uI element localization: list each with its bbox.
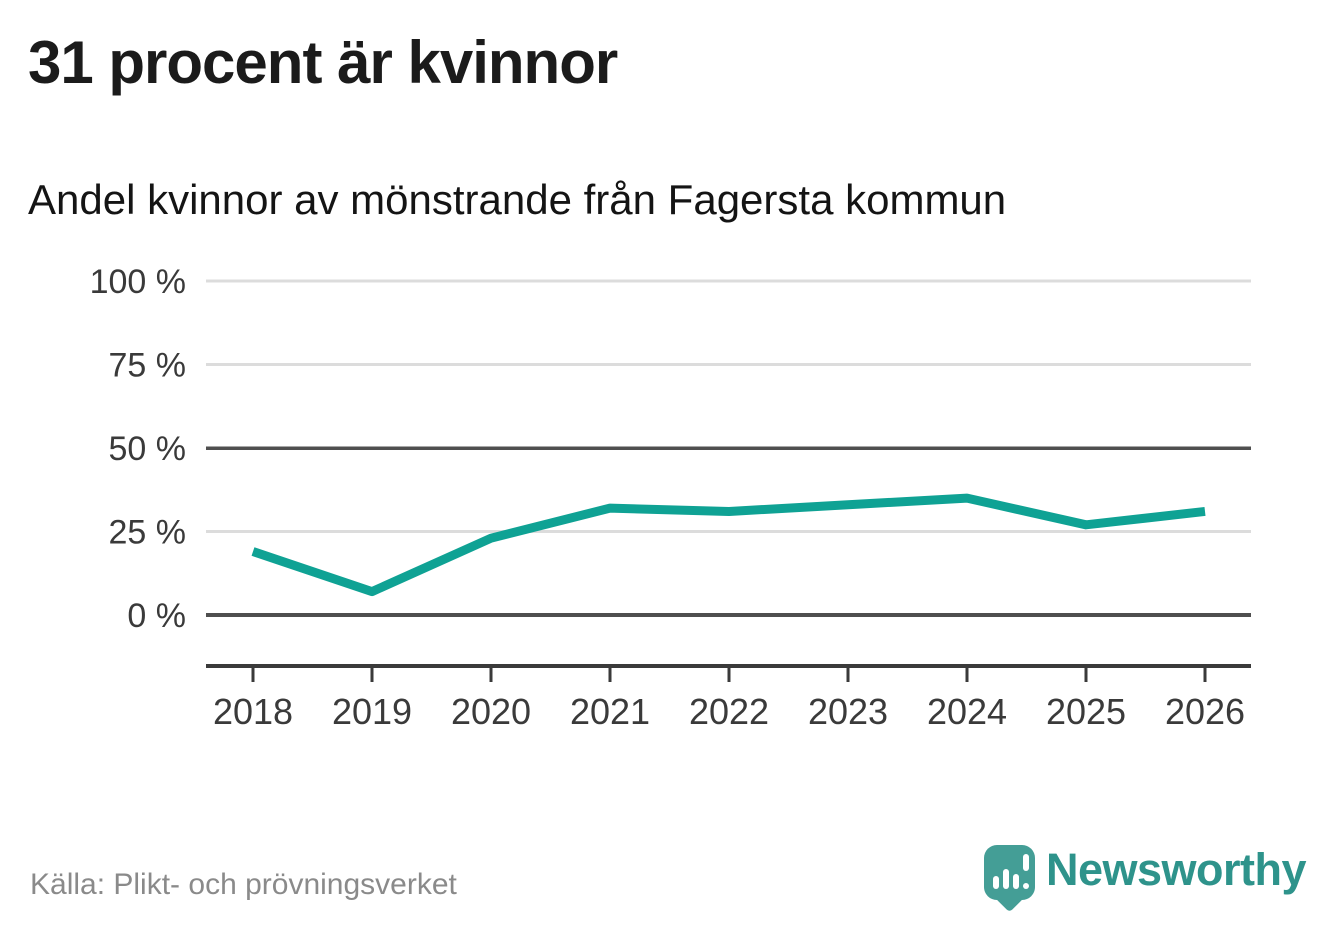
x-axis-label: 2024 [927,691,1007,732]
y-axis-label: 100 % [90,263,186,301]
speech-bubble-tail [994,882,1025,913]
source-note: Källa: Plikt- och prövningsverket [30,868,457,901]
x-axis-label: 2021 [570,691,650,732]
x-axis-label: 2023 [808,691,888,732]
line-chart: 0 % 25 % 50 % 75 % 100 % 2018 2019 2020 2021 2022… [90,263,1251,732]
y-axis-label: 25 % [109,513,187,551]
chart-subtitle: Andel kvinnor av mönstrande från Fagerst… [28,176,1007,223]
logo-exclamation-icon [1023,854,1029,871]
chart-title: 31 procent är kvinnor [28,29,618,96]
logo-exclamation-dot-icon [1023,883,1029,889]
logo-bar-icon [993,876,999,889]
logo-bar-icon [1013,874,1019,889]
y-axis-label: 0 % [127,597,186,635]
logo-bar-icon [1003,869,1009,889]
x-axis-label: 2018 [213,691,293,732]
brand-name: Newsworthy [1046,844,1307,895]
x-axis-label: 2025 [1046,691,1126,732]
x-axis-label: 2019 [332,691,412,732]
newsworthy-logo-icon [984,845,1035,913]
x-axis-label: 2026 [1165,691,1245,732]
data-line [251,493,1206,597]
x-axis-label: 2020 [451,691,531,732]
y-axis-label: 50 % [109,430,187,468]
y-axis-label: 75 % [109,346,187,384]
x-axis-label: 2022 [689,691,769,732]
